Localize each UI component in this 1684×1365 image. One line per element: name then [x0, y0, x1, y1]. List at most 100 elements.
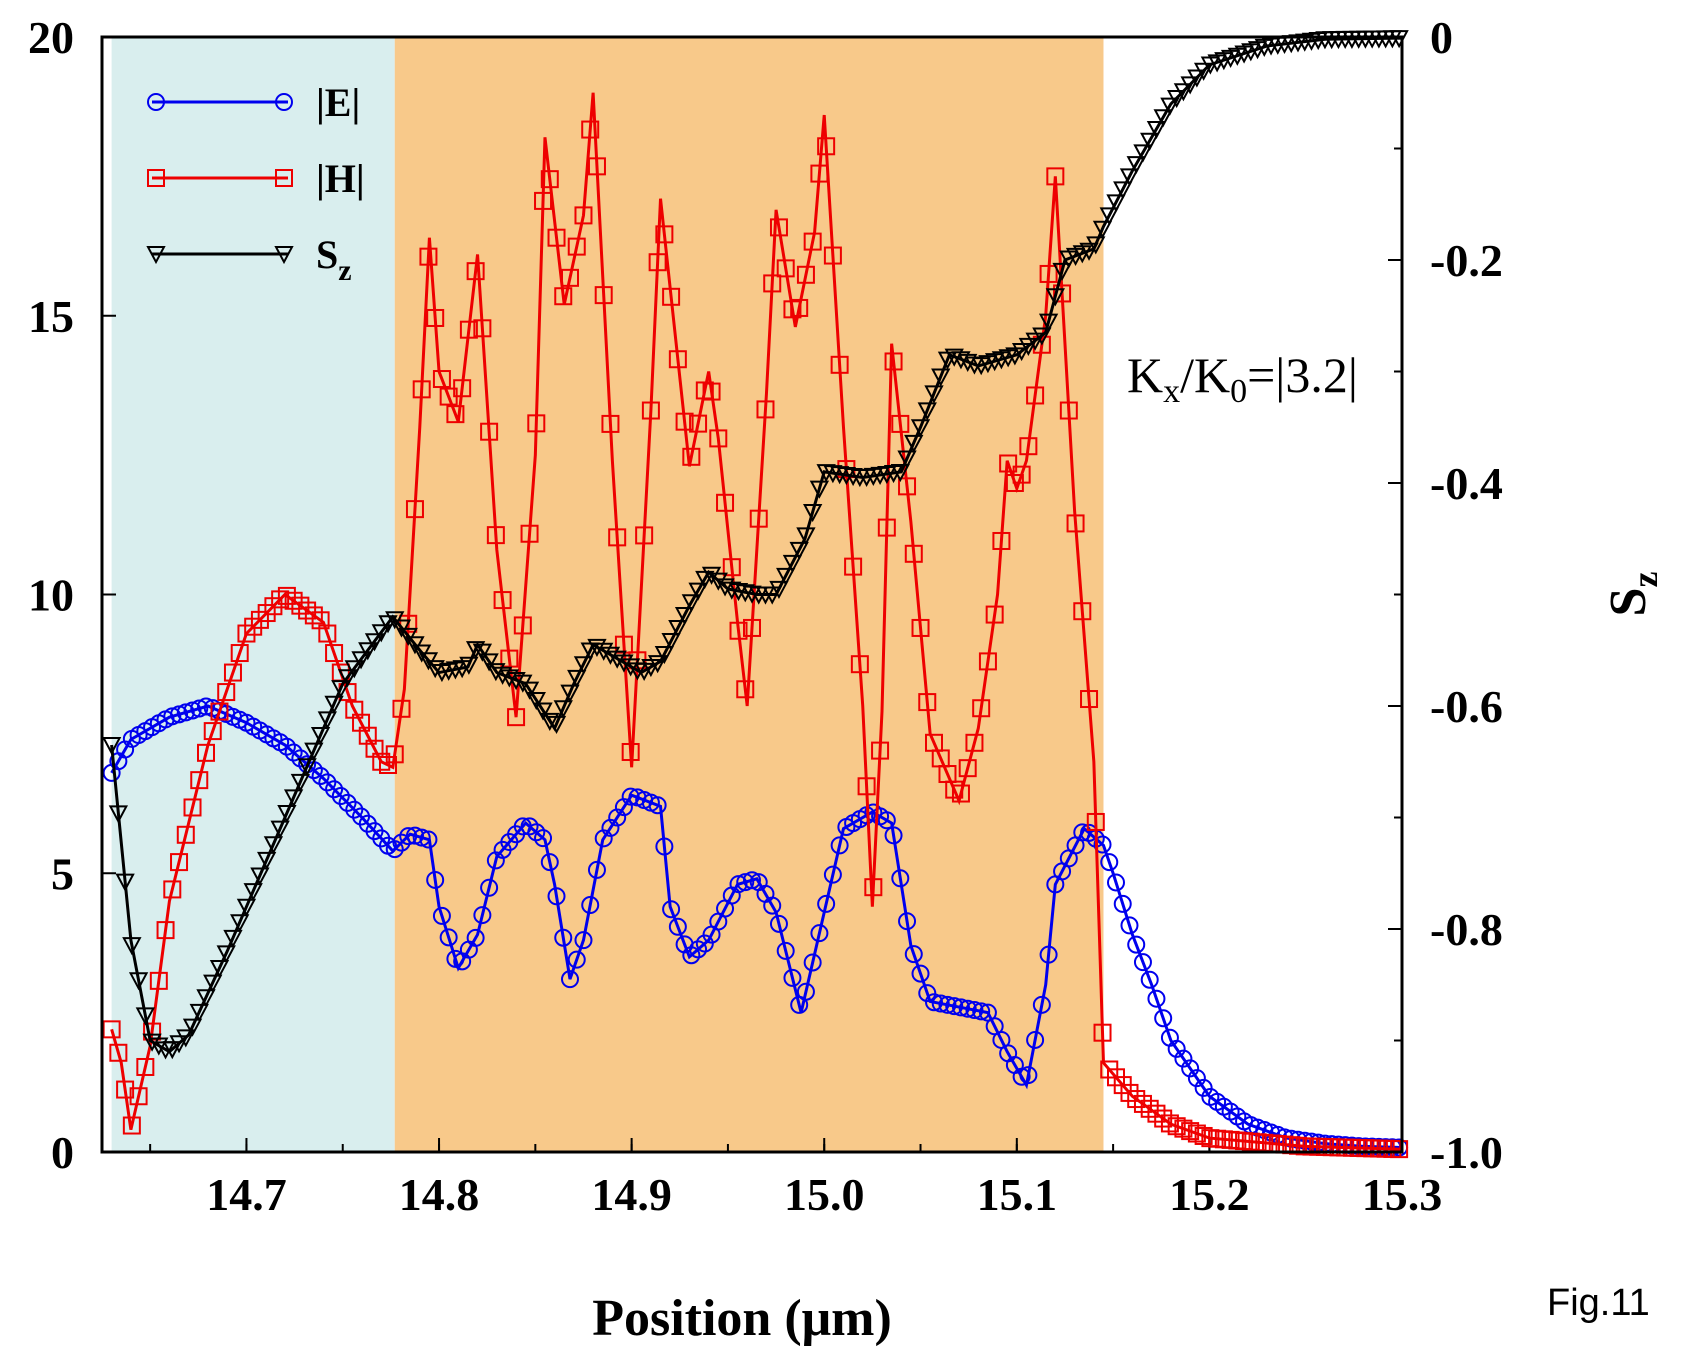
series-point-2	[209, 960, 230, 979]
series-2	[101, 30, 1409, 1060]
series-point-0	[163, 707, 182, 726]
series-point-2	[277, 805, 297, 824]
series-point-1	[743, 618, 761, 637]
series-point-0	[1113, 894, 1132, 913]
series-point-2	[182, 1018, 203, 1037]
y-left-tick-label-1: 5	[51, 848, 74, 899]
series-point-2	[169, 1035, 189, 1054]
series-point-0	[763, 896, 782, 915]
series-point-2	[122, 937, 142, 956]
series-point-1	[217, 683, 236, 702]
series-point-2	[459, 656, 479, 675]
x-tick-label-2: 14.9	[591, 1169, 672, 1220]
series-point-2	[897, 450, 917, 469]
series-point-0	[561, 970, 579, 989]
series-point-2	[1187, 69, 1207, 88]
series-point-0	[432, 906, 451, 925]
series-point-1	[453, 379, 472, 398]
series-point-1	[877, 518, 896, 537]
series-point-1	[244, 617, 263, 636]
series-point-2	[910, 419, 931, 438]
series-point-1	[783, 300, 802, 319]
series-point-1	[1147, 1104, 1166, 1123]
series-point-2	[283, 789, 304, 808]
series-point-0	[621, 787, 640, 806]
series-point-0	[1187, 1069, 1206, 1088]
legend-marker-0-a	[147, 93, 165, 111]
series-point-1	[109, 1043, 128, 1062]
series-point-1	[823, 246, 842, 265]
legend-marker-0-b	[275, 93, 293, 111]
series-point-1	[432, 370, 451, 389]
series-point-0	[1174, 1049, 1193, 1068]
series-point-1	[803, 232, 822, 251]
series-point-1	[581, 120, 600, 139]
series-point-0	[1140, 970, 1159, 989]
series-point-2	[230, 914, 250, 933]
series-point-2	[546, 715, 567, 734]
series-point-1	[223, 663, 242, 682]
x-tick-label-6: 15.3	[1362, 1169, 1443, 1220]
series-point-0	[1039, 945, 1058, 964]
series-point-2	[681, 594, 701, 613]
series-point-1	[574, 206, 593, 225]
series-point-2	[270, 820, 290, 839]
series-point-2	[216, 945, 236, 964]
series-point-2	[1086, 236, 1106, 255]
series-point-1	[635, 526, 654, 545]
series-point-2	[290, 773, 311, 792]
series-point-1	[1167, 1117, 1186, 1136]
series-point-2	[486, 663, 506, 682]
series-point-1	[1073, 602, 1092, 621]
series-point-2	[236, 898, 257, 917]
series-point-1	[796, 265, 815, 284]
series-point-1	[385, 745, 404, 764]
series-point-1	[459, 320, 478, 339]
series-point-1	[379, 756, 397, 775]
series-point-1	[466, 262, 485, 281]
series-point-0	[810, 924, 829, 943]
series-point-2	[776, 567, 796, 587]
series-point-0	[183, 701, 202, 720]
series-point-1	[1066, 514, 1085, 533]
x-tick-label-1: 14.8	[399, 1169, 480, 1220]
series-point-0	[743, 871, 761, 890]
series-point-1	[1181, 1122, 1200, 1141]
series-point-0	[466, 928, 485, 947]
series-point-1	[1086, 812, 1105, 831]
series-point-2	[607, 650, 627, 669]
series-point-2	[128, 972, 149, 991]
series-point-2	[115, 873, 135, 892]
series-point-0	[925, 993, 943, 1012]
series-point-2	[1133, 144, 1153, 163]
series-point-0	[1100, 853, 1119, 872]
series-point-2	[108, 805, 129, 824]
series-point-1	[392, 699, 411, 718]
series-point-0	[830, 836, 849, 855]
series-point-1	[972, 699, 991, 718]
series-point-0	[554, 928, 573, 947]
series-point-2	[1052, 262, 1072, 281]
series-point-1	[1174, 1119, 1193, 1138]
series-point-1	[641, 401, 660, 420]
annotation-part-1: x	[1163, 373, 1180, 410]
y-left-tick-label-3: 15	[28, 291, 74, 342]
series-point-2	[728, 582, 749, 602]
series-point-1	[534, 191, 553, 210]
series-point-1	[1390, 1140, 1409, 1159]
series-point-1	[958, 759, 977, 778]
series-point-2	[101, 737, 122, 756]
series-point-1	[352, 713, 371, 732]
series-point-1	[345, 700, 364, 719]
legend-marker-1-b	[275, 169, 293, 187]
series-point-0	[884, 826, 903, 845]
series-point-0	[736, 873, 755, 892]
series-point-2	[1106, 194, 1126, 213]
y-axis-right-label-main: S	[1600, 588, 1657, 617]
series-point-2	[135, 1007, 155, 1026]
y-right-tick-label-4: -0.8	[1430, 904, 1503, 955]
series-point-0	[176, 703, 195, 722]
series-1	[102, 92, 1409, 1159]
series-point-1	[675, 412, 694, 431]
series-point-2	[1167, 90, 1187, 109]
